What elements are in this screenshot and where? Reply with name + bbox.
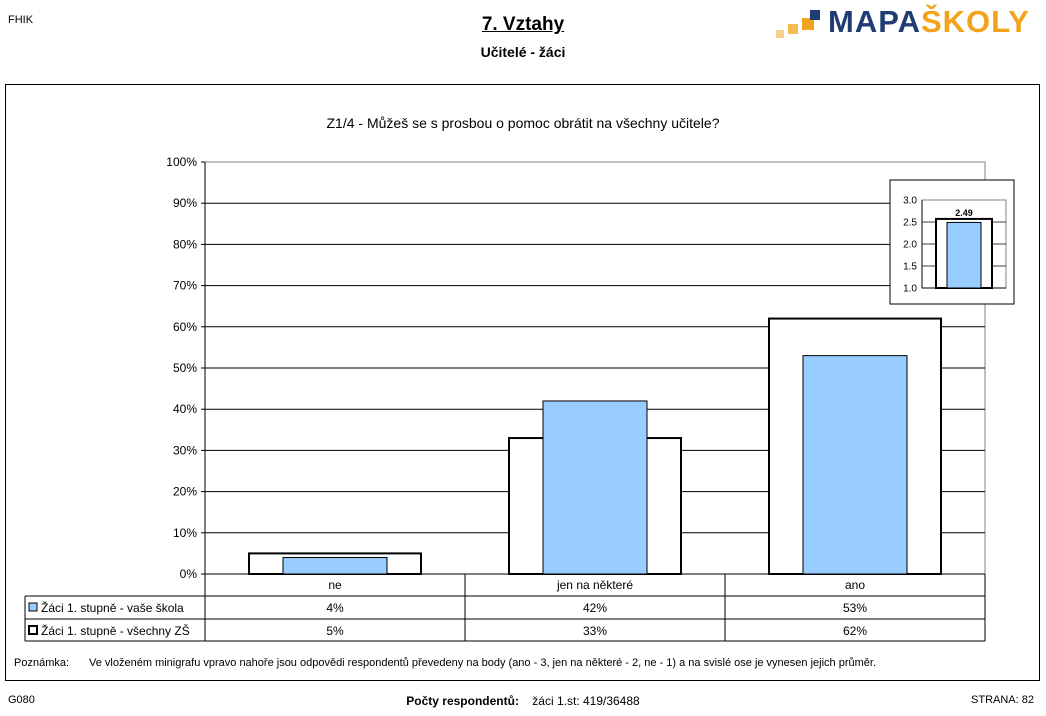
x-category-label: jen na některé	[556, 578, 633, 592]
page-title: 7. Vztahy	[481, 14, 565, 35]
y-tick-label: 90%	[173, 196, 197, 210]
inset-y-tick-label: 1.0	[903, 284, 917, 295]
legend-label: Žáci 1. stupně - všechny ZŠ	[41, 623, 190, 638]
chart-frame	[5, 84, 1040, 681]
logo-squares-icon	[776, 10, 820, 38]
respondents-value: žáci 1.st: 419/36488	[532, 694, 640, 708]
inset-bar-your-school	[946, 221, 982, 289]
y-tick-label: 40%	[173, 402, 197, 416]
inset-y-tick-label: 3.0	[903, 196, 917, 207]
page-number: STRANA: 82	[971, 694, 1034, 706]
logo-text-main: MAPA	[828, 4, 921, 39]
data-value: 62%	[843, 624, 867, 638]
y-tick-label: 60%	[173, 320, 197, 334]
data-value: 5%	[326, 624, 344, 638]
y-tick-label: 0%	[180, 567, 198, 581]
y-tick-label: 20%	[173, 485, 197, 499]
bar-your-school	[282, 557, 388, 575]
bar-your-school	[542, 400, 648, 575]
logo: MAPAŠKOLY	[828, 4, 1030, 40]
inset-y-tick-label: 2.5	[903, 218, 917, 229]
y-tick-label: 50%	[173, 361, 197, 375]
y-tick-label: 80%	[173, 237, 197, 251]
x-category-label: ano	[845, 578, 865, 592]
note: Poznámka: Ve vloženém minigrafu vpravo na…	[14, 657, 876, 669]
data-value: 4%	[326, 601, 344, 615]
page-subtitle: Učitelé - žáci	[480, 44, 566, 60]
y-tick-label: 100%	[166, 155, 197, 169]
data-value: 33%	[583, 624, 607, 638]
note-text: Ve vloženém minigrafu vpravo nahoře jsou…	[89, 657, 876, 669]
inset-data-label: 2.49	[955, 208, 973, 218]
x-category-label: ne	[328, 578, 342, 592]
inset-y-tick-label: 2.0	[903, 240, 917, 251]
page-code: FHIK	[8, 14, 34, 26]
bar-your-school	[802, 355, 908, 575]
y-tick-label: 10%	[173, 526, 197, 540]
footer-respondents: Počty respondentů: žáci 1.st: 419/36488	[0, 694, 1046, 708]
note-label: Poznámka:	[14, 657, 70, 669]
logo-text-accent: ŠKOLY	[920, 4, 1030, 39]
y-tick-label: 70%	[173, 279, 197, 293]
y-tick-label: 30%	[173, 443, 197, 457]
legend-label: Žáci 1. stupně - vaše škola	[41, 600, 184, 615]
legend-swatch	[28, 602, 38, 612]
data-value: 53%	[843, 601, 867, 615]
respondents-label: Počty respondentů:	[406, 694, 519, 708]
legend-swatch	[28, 625, 38, 635]
footer-code: G080	[8, 694, 35, 706]
inset-y-tick-label: 1.5	[903, 262, 917, 273]
data-value: 42%	[583, 601, 607, 615]
chart-title: Z1/4 - Můžeš se s prosbou o pomoc obráti…	[326, 115, 720, 131]
